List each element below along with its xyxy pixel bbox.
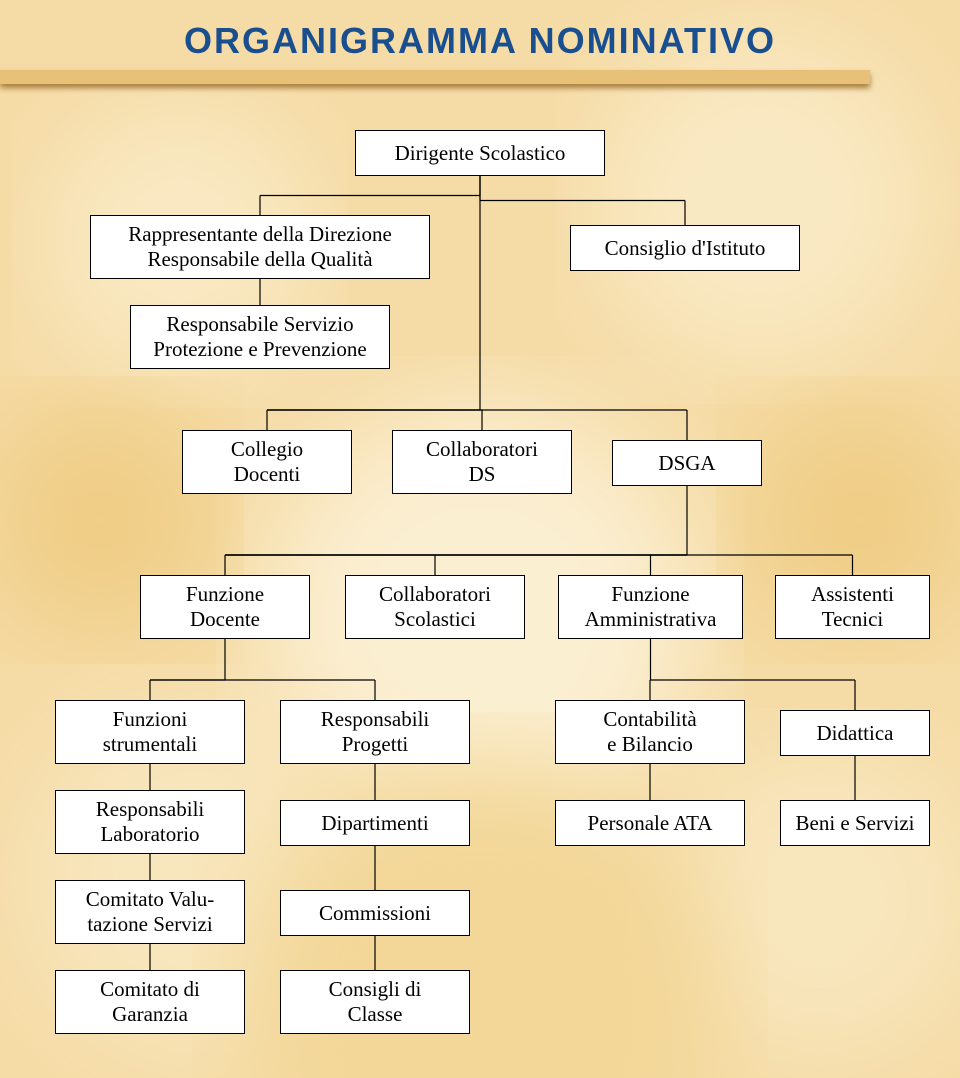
org-node-did: Didattica bbox=[780, 710, 930, 756]
org-node-cons: Consiglio d'Istituto bbox=[570, 225, 800, 271]
org-node-cvs: Comitato Valu- tazione Servizi bbox=[55, 880, 245, 944]
org-node-csc: Collaboratori Scolastici bbox=[345, 575, 525, 639]
page-title: ORGANIGRAMMA NOMINATIVO bbox=[0, 20, 960, 62]
org-node-cb: Contabilità e Bilancio bbox=[555, 700, 745, 764]
org-node-fs: Funzioni strumentali bbox=[55, 700, 245, 764]
title-underline-bar bbox=[0, 70, 870, 84]
org-node-at: Assistenti Tecnici bbox=[775, 575, 930, 639]
org-node-rap: Rappresentante della Direzione Responsab… bbox=[90, 215, 430, 279]
org-node-coll: Collegio Docenti bbox=[182, 430, 352, 494]
org-node-dir: Dirigente Scolastico bbox=[355, 130, 605, 176]
org-node-resp: Responsabile Servizio Protezione e Preve… bbox=[130, 305, 390, 369]
org-node-fd: Funzione Docente bbox=[140, 575, 310, 639]
org-node-cg: Comitato di Garanzia bbox=[55, 970, 245, 1034]
org-node-cds: Collaboratori DS bbox=[392, 430, 572, 494]
org-node-comm: Commissioni bbox=[280, 890, 470, 936]
org-node-bes: Beni e Servizi bbox=[780, 800, 930, 846]
org-node-fa: Funzione Amministrativa bbox=[558, 575, 743, 639]
org-node-rl: Responsabili Laboratorio bbox=[55, 790, 245, 854]
org-node-dip: Dipartimenti bbox=[280, 800, 470, 846]
org-node-rp: Responsabili Progetti bbox=[280, 700, 470, 764]
org-node-cdc: Consigli di Classe bbox=[280, 970, 470, 1034]
org-node-dsga: DSGA bbox=[612, 440, 762, 486]
org-node-pata: Personale ATA bbox=[555, 800, 745, 846]
